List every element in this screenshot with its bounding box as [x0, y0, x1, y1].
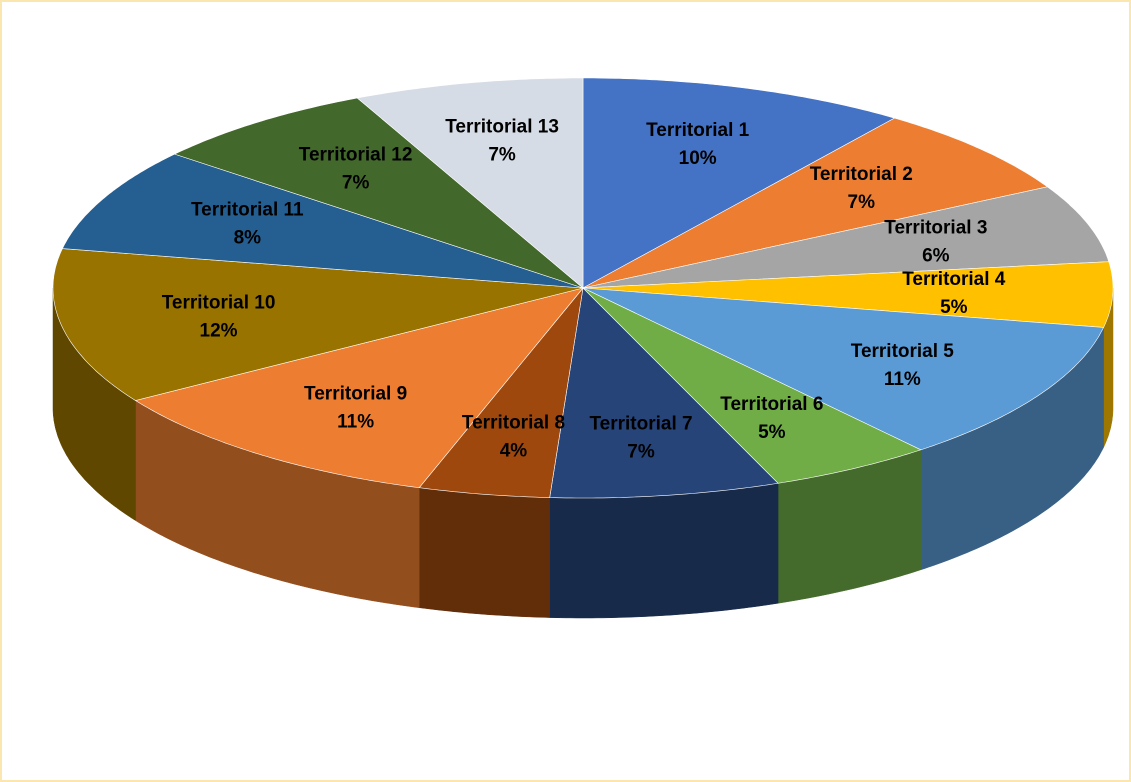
- slice-value-label: 7%: [848, 192, 876, 213]
- slice-label: Territorial 11: [191, 200, 304, 221]
- slice-label: Territorial 5: [851, 341, 955, 362]
- slice-value-label: 4%: [500, 441, 528, 462]
- pie-walls: [52, 288, 1114, 619]
- pie-slice: [134, 287, 584, 489]
- pie-slice: [418, 286, 584, 498]
- slice-label: Territorial 8: [462, 413, 565, 434]
- slice-value-label: 11%: [337, 411, 374, 432]
- pie-slice: [582, 287, 922, 484]
- pie-slice: [582, 287, 1105, 451]
- pie-slice: [173, 97, 584, 289]
- slice-value-label: 12%: [200, 320, 238, 341]
- pie-wall: [549, 483, 779, 619]
- slice-value-label: 5%: [758, 422, 786, 443]
- slice-value-label: 7%: [627, 441, 655, 462]
- pie-tops: [52, 77, 1114, 499]
- pie-slice: [582, 261, 1114, 328]
- pie-slice: [582, 186, 1110, 289]
- pie-labels: Territorial 1 10% Territorial 2 7% Territori…: [162, 116, 1006, 462]
- pie-slice: [52, 248, 584, 401]
- pie-slice: [582, 77, 896, 289]
- pie-wall: [418, 487, 550, 618]
- slice-value-label: 6%: [922, 245, 950, 266]
- slice-value-label: 7%: [342, 173, 370, 194]
- slice-label: Territorial 7: [589, 413, 692, 434]
- slice-label: Territorial 2: [810, 164, 913, 185]
- pie-slice: [356, 77, 584, 289]
- pie-slice: [582, 117, 1049, 289]
- slice-value-label: 7%: [488, 144, 516, 165]
- slice-value-label: 11%: [884, 369, 921, 390]
- pie-slice: [61, 153, 584, 289]
- slice-label: Territorial 4: [902, 269, 1006, 290]
- slice-label: Territorial 10: [162, 292, 276, 313]
- pie-slice: [549, 287, 779, 499]
- slice-value-label: 8%: [234, 228, 262, 249]
- slice-value-label: 5%: [940, 297, 968, 318]
- slice-label: Territorial 3: [884, 217, 987, 238]
- slice-label: Territorial 12: [299, 145, 413, 166]
- slice-label: Territorial 13: [445, 116, 559, 137]
- slice-label: Territorial 1: [646, 120, 750, 141]
- slice-label: Territorial 9: [304, 383, 407, 404]
- slice-value-label: 10%: [679, 148, 717, 169]
- slice-label: Territorial 6: [720, 394, 823, 415]
